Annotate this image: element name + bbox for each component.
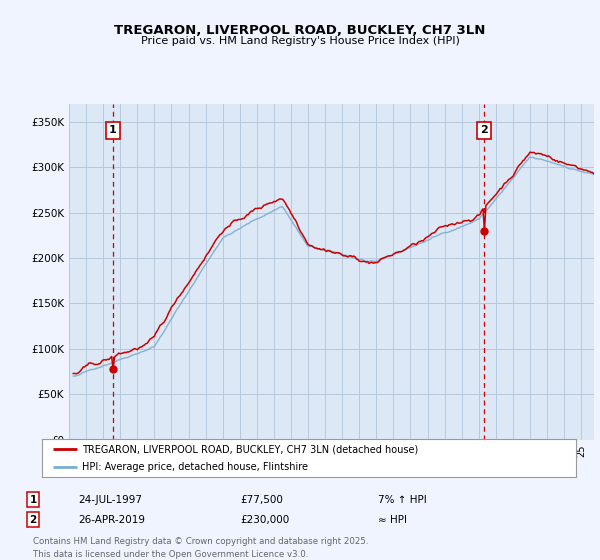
Text: Contains HM Land Registry data © Crown copyright and database right 2025.
This d: Contains HM Land Registry data © Crown c… bbox=[33, 536, 368, 559]
Text: 2: 2 bbox=[29, 515, 37, 525]
Text: ≈ HPI: ≈ HPI bbox=[378, 515, 407, 525]
Text: 1: 1 bbox=[109, 125, 117, 136]
Text: 7% ↑ HPI: 7% ↑ HPI bbox=[378, 494, 427, 505]
Text: HPI: Average price, detached house, Flintshire: HPI: Average price, detached house, Flin… bbox=[82, 462, 308, 472]
Text: £230,000: £230,000 bbox=[240, 515, 289, 525]
Text: 24-JUL-1997: 24-JUL-1997 bbox=[78, 494, 142, 505]
Text: 26-APR-2019: 26-APR-2019 bbox=[78, 515, 145, 525]
Text: TREGARON, LIVERPOOL ROAD, BUCKLEY, CH7 3LN: TREGARON, LIVERPOOL ROAD, BUCKLEY, CH7 3… bbox=[115, 24, 485, 38]
Text: Price paid vs. HM Land Registry's House Price Index (HPI): Price paid vs. HM Land Registry's House … bbox=[140, 36, 460, 46]
Text: £77,500: £77,500 bbox=[240, 494, 283, 505]
Text: TREGARON, LIVERPOOL ROAD, BUCKLEY, CH7 3LN (detached house): TREGARON, LIVERPOOL ROAD, BUCKLEY, CH7 3… bbox=[82, 444, 418, 454]
Text: 2: 2 bbox=[481, 125, 488, 136]
Text: 1: 1 bbox=[29, 494, 37, 505]
